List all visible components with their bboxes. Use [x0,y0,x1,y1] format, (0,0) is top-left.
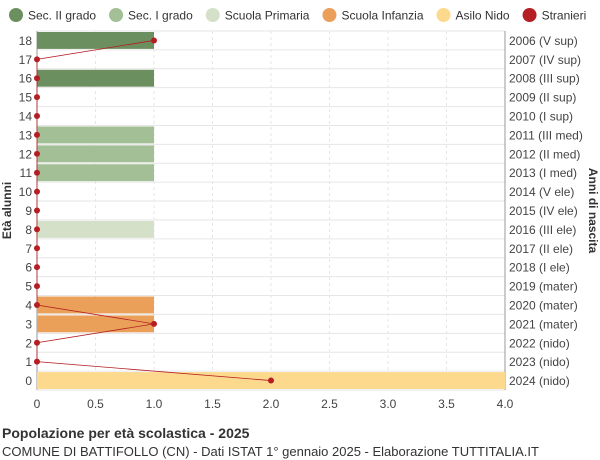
y-tick-age: 16 [19,72,33,86]
y-tick-birth: 2017 (II ele) [509,242,573,256]
y-tick-birth: 2022 (nido) [509,336,570,350]
stranieri-point-1 [34,358,40,365]
legend-label-4: Asilo Nido [456,9,510,23]
bar-age-12 [37,145,154,163]
stranieri-point-15 [34,94,40,101]
x-tick-label: 1.0 [146,397,163,411]
y-tick-birth: 2011 (III med) [509,128,583,142]
y-tick-age: 4 [25,298,32,312]
stranieri-point-7 [34,245,40,252]
school-age-chart: Sec. II grado Sec. I grado Scuola Primaria… [0,8,600,411]
y-tick-age: 6 [25,261,32,275]
y-axis-title-right: Anni di nascita [586,168,600,254]
bar-age-8 [37,220,154,238]
stranieri-point-8 [34,226,40,233]
y-tick-birth: 2006 (V sup) [509,34,578,48]
y-tick-age: 11 [20,166,33,180]
y-tick-age: 9 [25,204,32,218]
bar-age-3 [37,315,154,333]
y-tick-birth: 2016 (III ele) [509,223,576,237]
y-tick-birth: 2015 (IV ele) [509,204,578,218]
y-tick-age: 12 [19,147,33,161]
y-tick-age: 18 [19,34,33,48]
stranieri-point-13 [34,131,40,138]
legend-marker-4 [436,8,451,22]
x-tick-label: 3.5 [438,397,455,411]
bar-age-4 [37,296,154,314]
legend-label-3: Scuola Infanzia [341,9,423,23]
y-tick-age: 7 [25,242,32,256]
y-tick-birth: 2014 (V ele) [509,185,574,199]
stranieri-point-12 [34,150,40,157]
y-tick-birth: 2018 (I ele) [509,261,570,275]
y-tick-age: 3 [25,317,32,331]
y-tick-birth: 2019 (mater) [509,280,578,294]
x-tick-label: 3.0 [380,397,397,411]
legend-label-0: Sec. II grado [28,9,96,23]
y-tick-birth: 2009 (II sup) [509,91,576,105]
y-tick-birth: 2008 (III sup) [509,72,580,86]
y-tick-birth: 2020 (mater) [509,298,578,312]
y-axis-title-left: Età alunni [0,182,14,239]
stranieri-point-10 [34,188,40,195]
y-tick-age: 2 [25,336,32,350]
bar-age-16 [37,69,154,87]
y-tick-age: 0 [25,374,32,388]
y-tick-birth: 2024 (nido) [509,374,570,388]
legend-label-5: Stranieri [542,9,587,23]
stranieri-point-17 [34,56,40,63]
y-tick-age: 14 [19,110,33,124]
x-tick-label: 1.5 [204,397,221,411]
stranieri-point-5 [34,283,40,290]
stranieri-point-6 [34,264,40,271]
stranieri-point-9 [34,207,40,214]
y-tick-age: 10 [19,185,33,199]
y-tick-birth: 2007 (IV sup) [509,53,581,67]
legend-label-1: Sec. I grado [128,9,193,23]
x-tick-label: 4.0 [497,397,514,411]
y-tick-age: 15 [19,91,33,105]
chart-title: Popolazione per età scolastica - 2025 [2,425,250,441]
bar-age-11 [37,164,154,182]
legend-marker-1 [109,8,124,22]
y-tick-birth: 2012 (II med) [509,147,580,161]
bar-age-13 [37,126,154,144]
y-tick-age: 5 [25,280,32,294]
bar-age-18 [37,32,154,49]
legend-marker-0 [9,8,23,22]
stranieri-point-2 [34,339,40,346]
chart-subtitle: COMUNE DI BATTIFOLLO (CN) - Dati ISTAT 1… [2,444,539,459]
stranieri-point-4 [34,301,40,308]
y-tick-age: 1 [25,355,32,369]
x-tick-label: 2.0 [263,397,280,411]
y-tick-birth: 2013 (I med) [509,166,577,180]
y-tick-birth: 2010 (I sup) [509,110,573,124]
stranieri-point-14 [34,113,40,120]
x-tick-label: 0 [34,397,41,411]
stranieri-point-18 [151,37,157,44]
x-tick-label: 2.5 [321,397,338,411]
stranieri-point-16 [34,75,40,82]
stranieri-point-0 [268,377,274,384]
legend-marker-3 [322,8,337,22]
legend-marker-5 [522,8,537,22]
y-tick-birth: 2023 (nido) [509,355,570,369]
stranieri-point-11 [34,169,40,176]
legend-marker-2 [205,8,220,22]
y-tick-birth: 2021 (mater) [509,317,578,331]
stranieri-point-3 [151,320,157,327]
x-tick-label: 0.5 [87,397,104,411]
y-tick-age: 13 [19,128,33,142]
legend-label-2: Scuola Primaria [225,9,310,23]
y-tick-age: 17 [19,53,33,67]
y-tick-age: 8 [25,223,32,237]
